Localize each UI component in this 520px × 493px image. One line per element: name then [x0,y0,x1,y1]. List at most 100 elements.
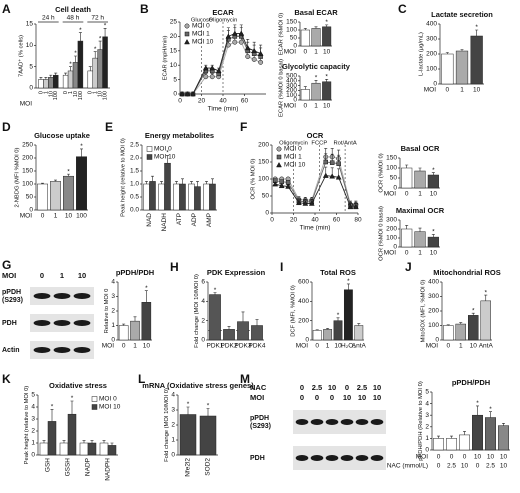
x-tick-label: 2.5 [486,463,495,470]
bar [455,323,466,341]
y-axis-label: L-lactate (μg/mL) [419,32,425,76]
lane-label: 0 [40,271,44,280]
significance-mark: * [166,150,169,157]
y-tick-label: 0 [29,207,33,214]
x-tick-label: 1 [68,91,74,94]
blot-signal [295,455,309,461]
bar [480,300,491,341]
point [203,74,209,80]
y-tick-label: 1 [111,322,115,329]
bar [179,183,186,211]
x-tick-label: NAD [146,213,153,227]
x-tick-label: 0 [63,91,69,94]
point [285,183,292,189]
error-bar [437,435,440,439]
y-tick-label: 4 [201,298,205,305]
bar [118,325,129,341]
bar [199,415,217,456]
significance-mark: * [475,24,478,31]
x-tick-label: 0 [88,91,94,94]
x-tick-label: ATP [176,213,183,225]
x-axis-label: MOI [102,343,114,350]
bar [414,231,426,248]
bar [62,74,69,89]
y-tick-label: 4 [111,279,115,286]
y-tick-label: 150 [22,168,33,175]
x-tick-label: 1 [418,250,422,257]
y-axis-label: Peak height (relative to MOI 0) [24,386,30,465]
x-tick-label: 10 [323,49,331,56]
y-axis-label: Peak height (relative to MOI 0) [121,138,127,217]
error-bar [70,400,74,415]
significance-mark: * [67,168,70,175]
lane-label: 1 [60,271,64,280]
significance-mark: * [325,74,328,81]
x-tick-label: 10 [98,91,104,97]
error-bar [39,77,43,80]
bar [414,170,426,189]
y-tick-label: 0 [393,244,397,251]
y-tick-label: 2 [171,422,175,429]
band-label: PDH [250,455,265,462]
bar [401,167,413,189]
y-tick-label: 100 [22,181,33,188]
y-tick-label: 2 [425,424,429,431]
y-tick-label: 0 [425,447,429,454]
bar [209,294,221,341]
blot-signal [325,419,339,425]
panel-letter: B [140,2,149,16]
y-tick-label: 0 [201,337,205,344]
error-bar [489,411,492,418]
error-bar [54,72,58,76]
legend-label: MOI 10 [192,39,214,46]
bar [92,57,98,89]
bar [237,321,249,341]
y-tick-label: 150 [386,155,397,162]
x-tick-label: 0 [270,217,274,224]
bar [107,445,117,456]
x-tick-label: 100 [76,213,87,220]
point [209,74,215,80]
error-bar [64,72,68,76]
point [347,203,354,210]
x-tick-label: 0 [463,454,467,461]
legend-label: MOI 1 [192,31,210,38]
y-tick-label: 1 [425,435,429,442]
significance-mark: * [51,404,54,411]
y-tick-label: 5 [173,76,177,83]
error-bar [405,225,409,229]
y-axis-label: OCR (%MOI 0) [379,153,385,192]
bar [43,79,49,89]
significance-mark: * [337,312,340,319]
bar [427,174,439,189]
bar [433,438,444,451]
significance-mark: * [214,287,217,294]
y-tick-label: 500 [286,73,297,80]
error-bar [190,181,193,184]
x-tick-label: 0 [38,91,44,94]
y-tick-label: 2.0 [130,155,139,162]
error-bar [181,178,184,184]
x-tick-label: 1 [459,343,463,350]
error-bar [346,283,350,290]
chart-title: pPDH/PDH [116,268,154,277]
x-tick-label: 0 [446,343,450,350]
significance-mark: * [79,27,82,34]
lane-label: 10 [373,393,381,402]
x-tick-label: 0 [437,463,441,470]
x-tick-label: 1 [314,103,318,110]
y-axis-label: ECAR (mpH/min) [162,36,168,81]
point [251,56,257,62]
x-tick-label: 0 [178,98,182,105]
legend-label: MOI 10 [284,162,306,169]
y-tick-label: 50 [26,194,34,201]
error-bar [103,27,107,37]
y-tick-label: 200 [298,317,309,324]
chart-title: Total ROS [320,268,356,277]
significance-mark: * [432,167,435,174]
error-bar [78,32,82,42]
point [295,199,302,206]
bar [209,183,216,211]
y-tick-label: 400 [286,78,297,85]
error-bar [90,440,94,443]
